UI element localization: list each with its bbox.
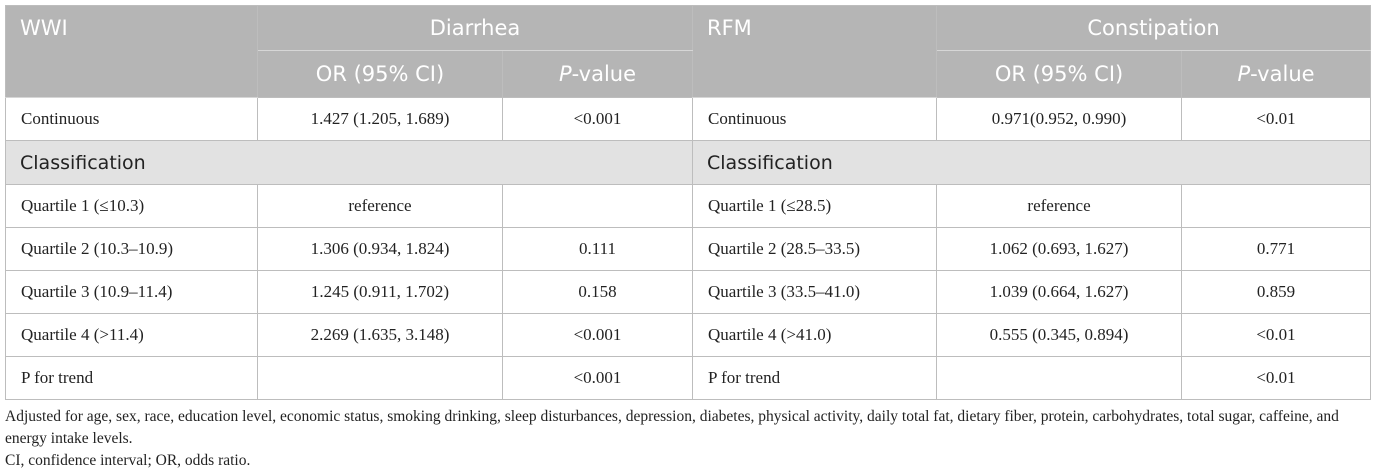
table-row-p-trend: P for trend <0.001 P for trend <0.01: [5, 356, 1372, 400]
or-value: 1.062 (0.693, 1.627): [936, 227, 1183, 271]
or-value: [257, 356, 503, 400]
table-row-continuous: Continuous 1.427 (1.205, 1.689) <0.001 C…: [5, 97, 1372, 141]
or-value: reference: [257, 184, 503, 228]
row-label: Continuous: [692, 97, 938, 141]
row-label: Quartile 4 (>41.0): [692, 313, 938, 357]
classification-label-right: Classification: [692, 140, 1372, 185]
row-label: Quartile 2 (10.3–10.9): [5, 227, 258, 271]
p-value: [501, 184, 694, 228]
table-footnotes: Adjusted for age, sex, race, education l…: [5, 406, 1370, 472]
p-value: 0.859: [1181, 270, 1372, 314]
or-value: 1.306 (0.934, 1.824): [257, 227, 503, 271]
header-wwi: WWI: [5, 5, 258, 98]
or-value: 0.555 (0.345, 0.894): [936, 313, 1183, 357]
or-value: [936, 356, 1183, 400]
or-value: 1.039 (0.664, 1.627): [936, 270, 1183, 314]
header-constipation: Constipation: [936, 5, 1372, 51]
p-value: <0.001: [501, 356, 694, 400]
results-table-container: WWI Diarrhea RFM Constipation OR (95% CI…: [4, 5, 1372, 472]
results-table: WWI Diarrhea RFM Constipation OR (95% CI…: [4, 5, 1372, 400]
row-label: P for trend: [692, 356, 938, 400]
footnote-adjusted: Adjusted for age, sex, race, education l…: [5, 408, 1339, 447]
p-value: 0.771: [1181, 227, 1372, 271]
classification-label-left: Classification: [4, 140, 694, 185]
row-label: Quartile 1 (≤10.3): [5, 184, 258, 228]
classification-row: Classification Classification: [4, 140, 1372, 185]
row-label: Continuous: [5, 97, 258, 141]
p-value: 0.111: [501, 227, 694, 271]
table-row: Quartile 1 (≤10.3) reference Quartile 1 …: [5, 184, 1372, 228]
header-pvalue-right: P-value: [1181, 50, 1372, 98]
p-value: 0.158: [501, 270, 694, 314]
table-row: Quartile 4 (>11.4) 2.269 (1.635, 3.148) …: [5, 313, 1372, 357]
or-value: 0.971(0.952, 0.990): [936, 97, 1183, 141]
p-value: <0.01: [1181, 356, 1372, 400]
row-label: Quartile 3 (33.5–41.0): [692, 270, 938, 314]
table-row: Quartile 3 (10.9–11.4) 1.245 (0.911, 1.7…: [5, 270, 1372, 314]
table-row: Quartile 2 (10.3–10.9) 1.306 (0.934, 1.8…: [5, 227, 1372, 271]
row-label: Quartile 4 (>11.4): [5, 313, 258, 357]
header-diarrhea: Diarrhea: [256, 5, 694, 51]
or-value: 1.245 (0.911, 1.702): [257, 270, 503, 314]
footnote-abbreviations: CI, confidence interval; OR, odds ratio.: [5, 452, 251, 469]
row-label: Quartile 3 (10.9–11.4): [5, 270, 258, 314]
p-value: [1181, 184, 1372, 228]
p-value: <0.001: [501, 97, 694, 141]
row-label: P for trend: [5, 356, 258, 400]
or-value: 1.427 (1.205, 1.689): [257, 97, 503, 141]
p-value: <0.001: [501, 313, 694, 357]
header-or-left: OR (95% CI): [257, 50, 503, 98]
p-value: <0.01: [1181, 97, 1372, 141]
header-or-right: OR (95% CI): [936, 50, 1183, 98]
row-label: Quartile 2 (28.5–33.5): [692, 227, 938, 271]
row-label: Quartile 1 (≤28.5): [692, 184, 938, 228]
or-value: 2.269 (1.635, 3.148): [257, 313, 503, 357]
or-value: reference: [936, 184, 1183, 228]
header-pvalue-left: P-value: [501, 50, 694, 98]
p-value: <0.01: [1181, 313, 1372, 357]
header-rfm: RFM: [692, 5, 938, 98]
